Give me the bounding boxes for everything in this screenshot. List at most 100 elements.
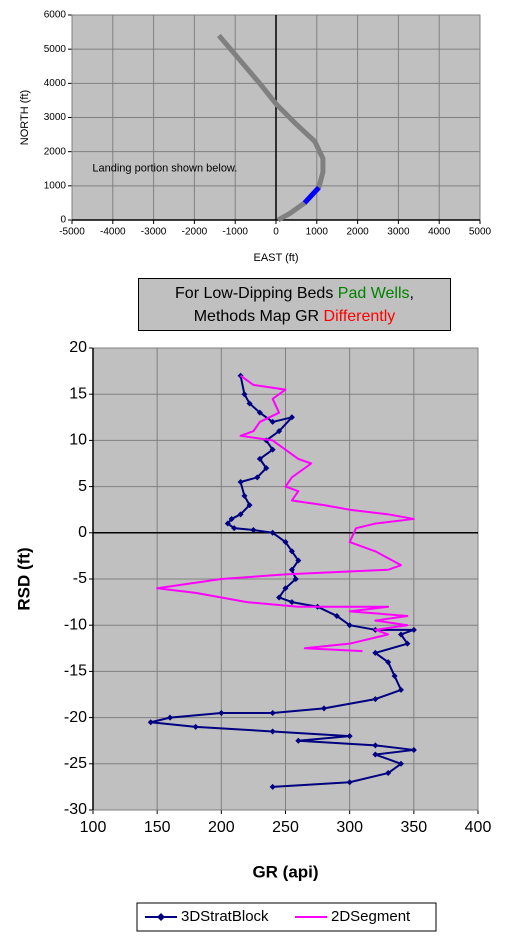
y-tick-label: -10 (64, 616, 87, 633)
y-tick-label: -20 (64, 709, 87, 726)
marker (269, 709, 276, 716)
marker (237, 478, 244, 485)
marker (346, 733, 353, 740)
marker (256, 455, 263, 462)
x-tick-label: -4000 (100, 227, 126, 238)
y-axis-label: RSD (ft) (14, 547, 33, 610)
x-tick-label: 1000 (306, 227, 329, 238)
legend-marker (157, 913, 165, 921)
y-tick-label: 10 (69, 432, 87, 449)
marker (385, 770, 392, 777)
marker (398, 760, 404, 767)
marker (254, 474, 261, 481)
y-tick-label: 20 (69, 339, 87, 356)
x-tick-label: 150 (144, 819, 171, 836)
x-axis-label: GR (api) (252, 862, 318, 881)
marker (192, 723, 199, 730)
marker (398, 631, 404, 638)
marker (346, 622, 353, 629)
marker (241, 492, 248, 499)
x-tick-label: 100 (80, 819, 107, 836)
y-tick-label: -5 (73, 570, 87, 587)
x-tick-label: 2000 (346, 227, 369, 238)
marker (288, 566, 295, 573)
marker (224, 520, 231, 527)
x-tick-label: 300 (336, 819, 363, 836)
x-tick-label: -1000 (222, 227, 248, 238)
title-line: Methods Map GR Differently (139, 305, 450, 328)
marker (292, 576, 299, 582)
marker (231, 525, 238, 532)
y-tick-label: 4000 (44, 78, 67, 89)
marker (321, 705, 327, 712)
y-tick-label: 1000 (44, 180, 67, 191)
marker (147, 719, 154, 726)
title-text: For Low-Dipping Beds (175, 284, 338, 302)
y-tick-label: -30 (64, 801, 87, 818)
marker (372, 751, 379, 758)
x-tick-label: 5000 (469, 227, 492, 238)
marker (391, 673, 398, 680)
y-tick-label: 15 (69, 385, 87, 402)
marker (276, 428, 283, 435)
marker (288, 414, 295, 421)
marker (410, 746, 417, 753)
y-tick-label: 6000 (44, 10, 67, 21)
x-tick-label: -5000 (59, 227, 85, 238)
marker (269, 783, 276, 790)
marker (398, 686, 404, 693)
marker (269, 529, 276, 536)
marker (288, 548, 295, 555)
x-tick-label: -3000 (141, 227, 167, 238)
legend-box (136, 902, 437, 932)
y-tick-label: 0 (60, 215, 66, 226)
y-tick-label: 3000 (44, 112, 67, 123)
legend-label: 3DStratBlock (181, 908, 269, 925)
marker (282, 585, 289, 592)
x-tick-label: 400 (465, 819, 492, 836)
title-text: , (409, 284, 414, 302)
marker (282, 539, 289, 546)
marker (246, 400, 253, 407)
marker (372, 696, 379, 703)
marker (410, 626, 417, 633)
legend-label: 2DSegment (331, 908, 411, 925)
y-tick-label: 5 (78, 478, 87, 495)
marker (372, 742, 379, 749)
y-axis-label: NORTH (ft) (19, 90, 31, 145)
marker (246, 502, 253, 509)
y-tick-label: -25 (64, 755, 87, 772)
marker (288, 599, 295, 606)
marker (295, 557, 302, 564)
marker (346, 779, 353, 786)
y-tick-label: 0 (78, 524, 87, 541)
marker (256, 409, 263, 416)
y-tick-label: 2000 (44, 146, 67, 157)
marker (263, 465, 270, 472)
marker (269, 446, 276, 453)
series-line (216, 33, 326, 223)
marker (167, 714, 173, 721)
y-tick-label: -15 (64, 663, 87, 680)
x-tick-label: 4000 (428, 227, 451, 238)
marker (237, 511, 244, 518)
marker (404, 640, 411, 647)
x-tick-label: 200 (208, 819, 235, 836)
title-text: Pad Wells (337, 284, 410, 302)
series-line (156, 374, 415, 653)
title-text: Differently (323, 307, 396, 325)
marker (241, 391, 248, 398)
series-line (302, 185, 321, 205)
chart-title-box: For Low-Dipping Beds Pad Wells, Methods M… (138, 278, 451, 331)
marker (218, 709, 225, 716)
marker (250, 527, 257, 534)
marker (372, 649, 379, 656)
marker (228, 515, 235, 522)
x-tick-label: 3000 (387, 227, 410, 238)
x-tick-label: 250 (272, 819, 299, 836)
title-line: For Low-Dipping Beds Pad Wells, (139, 282, 450, 305)
x-axis-label: EAST (ft) (253, 252, 298, 264)
x-tick-label: -2000 (182, 227, 208, 238)
